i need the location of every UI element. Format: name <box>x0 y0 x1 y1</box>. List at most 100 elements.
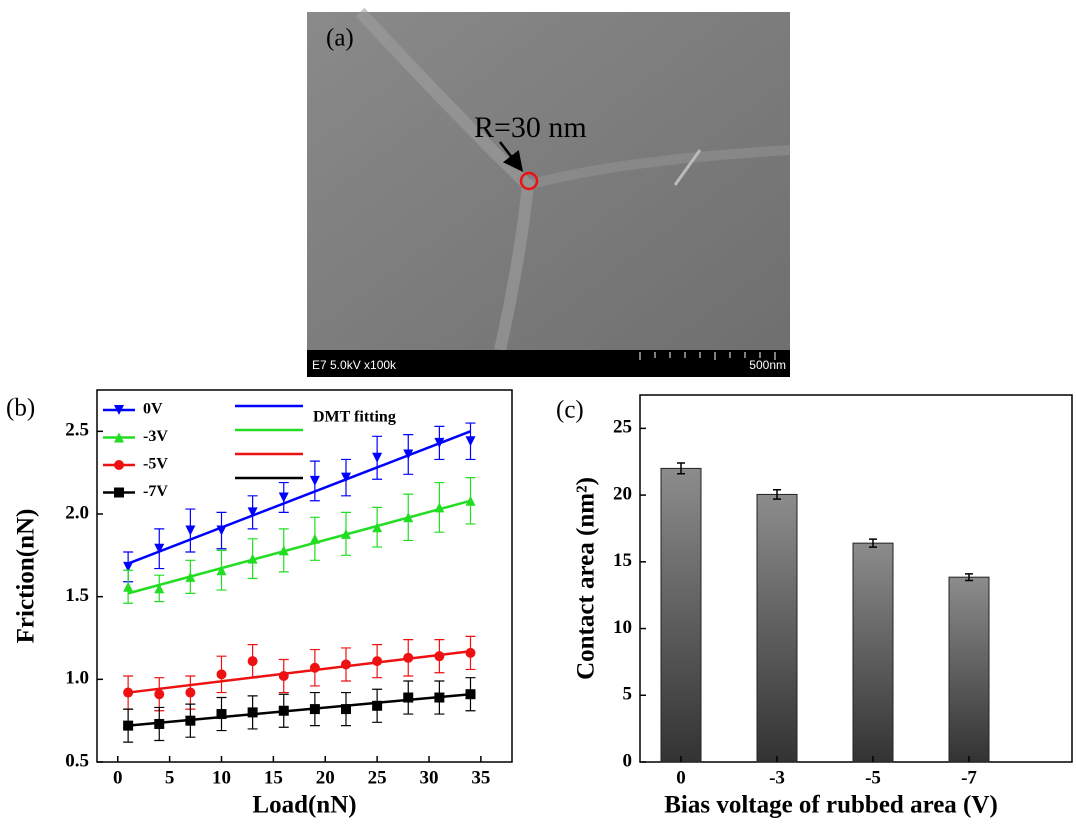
x-tick-label: 5 <box>165 767 175 788</box>
marker <box>247 656 258 667</box>
x-tick-label: 35 <box>471 767 490 788</box>
legend-label: 0V <box>143 401 163 418</box>
marker <box>185 525 196 536</box>
marker <box>465 436 476 447</box>
error-bar <box>773 489 781 500</box>
y-tick-label: 2.5 <box>65 420 89 441</box>
marker <box>403 512 414 523</box>
y-tick-label: 20 <box>613 483 632 504</box>
x-axis-label: Bias voltage of rubbed area (V) <box>664 792 998 819</box>
marker <box>216 525 227 536</box>
marker <box>154 543 165 554</box>
y-tick-label: 1.5 <box>65 585 89 606</box>
marker <box>309 533 320 544</box>
panel-label: (c) <box>556 397 584 424</box>
y-tick-label: 2.0 <box>65 502 89 523</box>
marker <box>247 707 258 718</box>
x-axis-label: Load(nN) <box>252 792 356 819</box>
bar <box>756 493 798 763</box>
marker <box>434 651 445 662</box>
marker <box>403 449 414 460</box>
plot-frame <box>96 389 513 763</box>
x-tick-label: -7 <box>961 767 977 788</box>
sem-image: E7 5.0kV x100k 500nm (a) R=30 nm <box>307 7 791 377</box>
y-tick-label: 0.5 <box>65 750 89 771</box>
marker <box>372 522 383 533</box>
legend-label: -5V <box>143 456 168 473</box>
marker <box>278 545 289 556</box>
marker <box>403 652 414 663</box>
marker <box>123 561 134 572</box>
scale-label: 500nm <box>749 358 786 372</box>
marker <box>309 662 320 673</box>
marker <box>216 565 227 576</box>
marker <box>309 475 320 486</box>
legend-label: -3V <box>143 428 168 445</box>
marker <box>154 583 165 594</box>
marker <box>341 704 351 715</box>
marker <box>185 687 196 698</box>
marker <box>465 689 476 700</box>
x-tick-label: -5 <box>865 767 881 788</box>
marker <box>434 692 445 703</box>
y-axis-label: Contact area (nm²) <box>573 477 600 680</box>
x-tick-label: -3 <box>769 767 785 788</box>
y-axis-label: Friction(nN) <box>13 509 40 644</box>
y-tick-label: 15 <box>613 550 632 571</box>
marker <box>403 692 414 703</box>
marker <box>341 472 351 483</box>
marker <box>247 507 258 518</box>
y-tick-label: 5 <box>623 684 633 705</box>
error-bar <box>677 462 685 475</box>
marker <box>465 495 476 506</box>
marker <box>372 700 383 711</box>
marker <box>341 528 351 539</box>
annotation: R=30 nm <box>474 111 587 144</box>
x-tick-label: 25 <box>368 767 387 788</box>
marker <box>154 689 165 700</box>
sem-info: E7 5.0kV x100k <box>312 358 397 372</box>
marker <box>185 715 196 726</box>
fit-line <box>127 499 471 595</box>
marker <box>278 705 289 716</box>
error-bar <box>869 538 877 548</box>
marker <box>372 452 383 463</box>
marker <box>309 704 320 715</box>
y-tick-label: 0 <box>623 750 633 771</box>
legend-marker <box>114 432 124 443</box>
marker <box>123 720 134 731</box>
x-tick-label: 0 <box>676 767 686 788</box>
legend-label: -7V <box>143 483 168 500</box>
fit-line <box>127 430 471 565</box>
marker <box>278 671 289 682</box>
marker <box>247 553 258 564</box>
x-tick-label: 30 <box>420 767 439 788</box>
x-tick-label: 10 <box>212 767 231 788</box>
marker <box>123 687 134 698</box>
legend-marker <box>114 487 124 498</box>
y-tick-label: 1.0 <box>65 668 89 689</box>
marker <box>216 669 227 680</box>
marker <box>465 647 476 658</box>
bar <box>660 467 702 763</box>
legend-marker <box>114 405 124 415</box>
x-tick-label: 15 <box>264 767 283 788</box>
y-tick-label: 25 <box>613 417 632 438</box>
fit-line <box>128 692 471 727</box>
marker <box>185 571 196 582</box>
marker <box>372 656 383 667</box>
x-tick-label: 0 <box>113 767 123 788</box>
marker <box>278 492 289 503</box>
bar <box>948 576 990 763</box>
x-tick-label: 20 <box>316 767 335 788</box>
marker <box>123 581 134 592</box>
legend-label: DMT fitting <box>313 409 396 426</box>
marker <box>434 437 445 448</box>
marker <box>434 502 445 513</box>
bar <box>852 542 894 763</box>
legend-marker <box>114 460 124 470</box>
panel-label: (b) <box>6 395 35 422</box>
marker <box>154 718 165 729</box>
panel-label: (a) <box>326 25 354 52</box>
